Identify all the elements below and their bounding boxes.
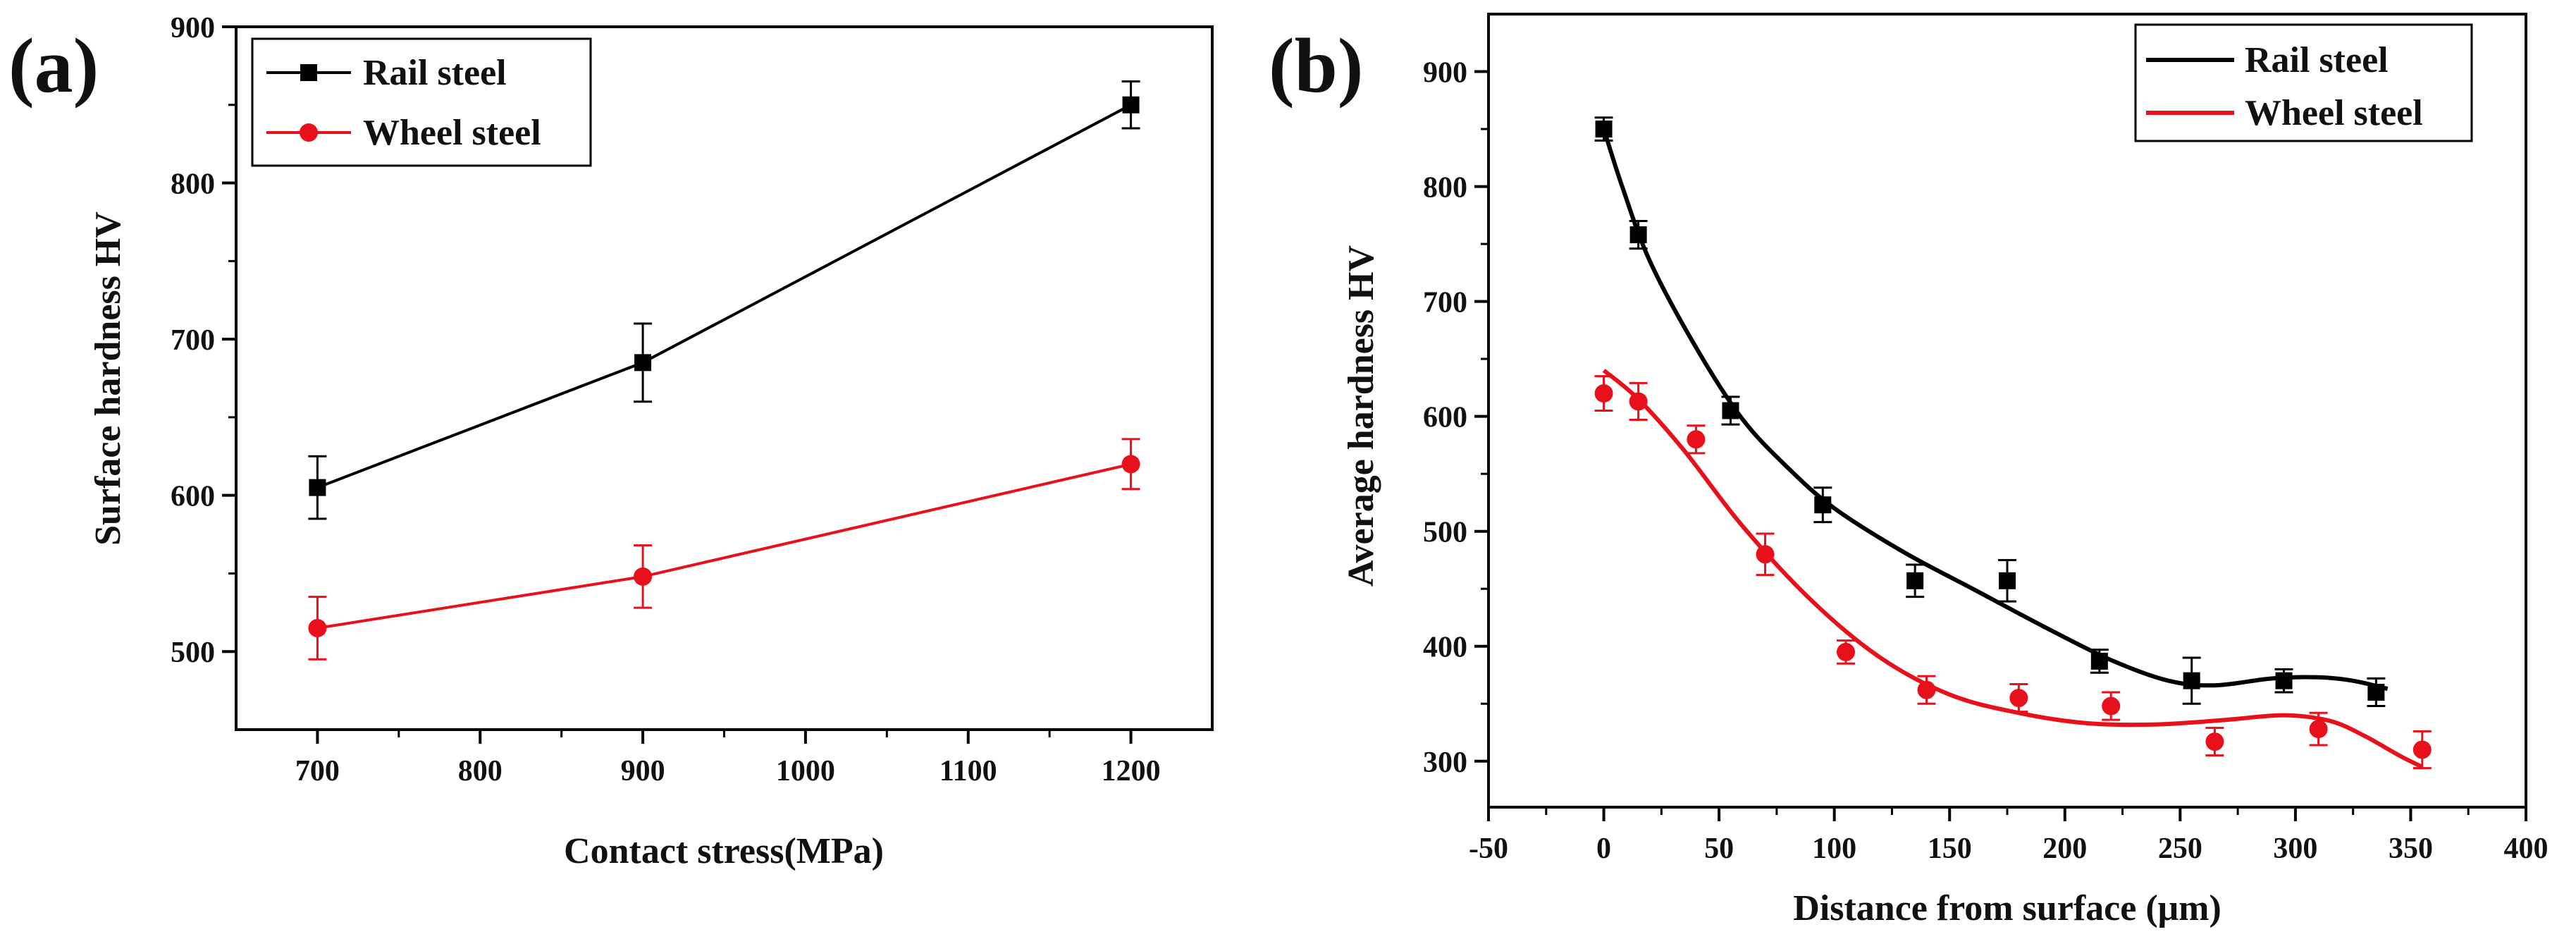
panel-b-y-tick-label: 300 <box>1423 747 1467 779</box>
panel-b-rail-data-point <box>1595 121 1613 138</box>
panel-a-x-tick-label: 1200 <box>1102 755 1161 787</box>
panel-a-y-tick-label: 800 <box>171 168 215 201</box>
panel-a-label: (a) <box>8 23 99 109</box>
panel-a-y-tick-label: 600 <box>171 481 215 513</box>
panel-a-x-tick-label: 900 <box>621 755 665 787</box>
panel-b-rail-data-point <box>2367 683 2385 701</box>
panel-a-x-axis-title: Contact stress(MPa) <box>564 831 884 871</box>
panel-b-x-tick-label: 50 <box>1704 833 1734 865</box>
panel-b-y-tick-label: 800 <box>1423 172 1467 204</box>
panel-a-x-tick-label: 1100 <box>939 755 997 787</box>
panel-b-rail-data-point <box>1999 572 2016 589</box>
panel-b-rail-data-point <box>1722 402 1739 419</box>
panel-b-x-axis-title: Distance from surface (μm) <box>1793 888 2221 928</box>
panel-b-marks <box>1594 116 2432 770</box>
panel-a-wheel-data-point <box>634 567 653 586</box>
panel-a-legend-marker-rail <box>300 64 317 81</box>
panel-b-y-tick-label: 600 <box>1423 402 1467 434</box>
panel-b-rail-data-point <box>2090 652 2108 670</box>
panel-b-y-tick-label: 400 <box>1423 632 1467 664</box>
panel-b-legend-label-rail: Rail steel <box>2245 40 2389 80</box>
panel-b-rail-fit-curve <box>1601 128 2389 692</box>
panel-b-ticks: -50 0 50 100 150 200 250 300 350 400 300 400 500 600 7… <box>1423 57 2549 865</box>
panel-a-marks <box>308 80 1140 661</box>
panel-b-legend-box <box>2134 23 2473 142</box>
panel-b-x-tick-label: 350 <box>2389 833 2433 865</box>
panel-a-rail-data-point <box>634 354 652 372</box>
panel-b-x-tick-label: -50 <box>1469 833 1508 865</box>
panel-b-x-tick-label: 100 <box>1812 833 1856 865</box>
panel-a-rail-data-point <box>1122 96 1140 113</box>
panel-b-x-tick-label: 200 <box>2042 833 2087 865</box>
panel-a-chart: (a) 700 800 900 1000 1100 1200 500 600 700 800 900… <box>8 12 1214 871</box>
panel-b-wheel-fit-curve <box>1602 369 2424 769</box>
panel-b-legend: Rail steel Wheel steel <box>2134 23 2473 142</box>
panel-a-legend-marker-wheel <box>300 123 318 142</box>
panel-b-rail-data-point <box>1906 572 1924 589</box>
panel-b-wheel-data-point <box>1837 642 1856 661</box>
panel-b-x-tick-label: 400 <box>2504 833 2549 865</box>
panel-b-x-tick-label: 0 <box>1596 833 1611 865</box>
panel-b-x-tick-label: 250 <box>2158 833 2202 865</box>
panel-b-y-tick-label: 500 <box>1423 517 1467 549</box>
panel-a-legend-label-rail: Rail steel <box>363 53 507 93</box>
panel-a-legend-box <box>251 37 592 167</box>
panel-b-rail-data-point <box>2183 672 2200 689</box>
panel-a-legend-label-wheel: Wheel steel <box>363 113 541 153</box>
panel-a-wheel-data-point <box>308 618 327 637</box>
panel-b-wheel-data-point <box>2102 696 2121 716</box>
panel-b-wheel-data-point <box>2309 720 2328 739</box>
panel-b-label: (b) <box>1269 23 1363 109</box>
panel-b-x-tick-label: 150 <box>1928 833 1972 865</box>
panel-b-legend-label-wheel: Wheel steel <box>2245 93 2423 133</box>
panel-b-wheel-data-point <box>1594 384 1613 403</box>
panel-b-x-tick-label: 300 <box>2273 833 2317 865</box>
panel-a-rail-data-point <box>309 479 326 496</box>
panel-a-x-tick-label: 800 <box>458 755 503 787</box>
panel-b-y-tick-label: 900 <box>1423 57 1467 90</box>
panel-b-rail-data-point <box>1814 496 1832 514</box>
panel-a-y-axis-title: Surface hardness HV <box>88 211 128 546</box>
panel-a-legend: Rail steel Wheel steel <box>251 37 592 167</box>
panel-a-wheel-data-point <box>1121 455 1140 474</box>
panel-b-y-tick-label: 700 <box>1423 287 1467 319</box>
panel-b-chart: (b) -50 0 50 100 150 200 250 300 350 400 300 400 500… <box>1269 13 2549 928</box>
panel-a-wheel-series-line <box>317 462 1132 630</box>
panel-b-wheel-data-point <box>2412 740 2432 759</box>
panel-b-wheel-data-point <box>2009 689 2028 708</box>
panel-b-wheel-data-point <box>1917 680 1936 699</box>
panel-b-rail-data-point <box>2275 672 2293 689</box>
panel-a-y-tick-label: 700 <box>171 324 215 357</box>
panel-a-x-tick-label: 1000 <box>776 755 835 787</box>
panel-b-wheel-data-point <box>1687 430 1706 449</box>
panel-b-wheel-data-point <box>1629 392 1648 411</box>
panel-a-y-tick-label: 900 <box>171 12 215 44</box>
panel-a-y-tick-label: 500 <box>171 637 215 669</box>
panel-b-y-axis-title: Average hardness HV <box>1341 245 1381 587</box>
panel-b-wheel-data-point <box>2205 732 2224 751</box>
panel-a-x-tick-label: 700 <box>295 755 340 787</box>
panel-b-rail-data-point <box>1629 226 1647 244</box>
panel-a-ticks: 700 800 900 1000 1100 1200 500 600 700 800 900 <box>171 12 1161 787</box>
panel-b-wheel-data-point <box>1756 545 1775 564</box>
